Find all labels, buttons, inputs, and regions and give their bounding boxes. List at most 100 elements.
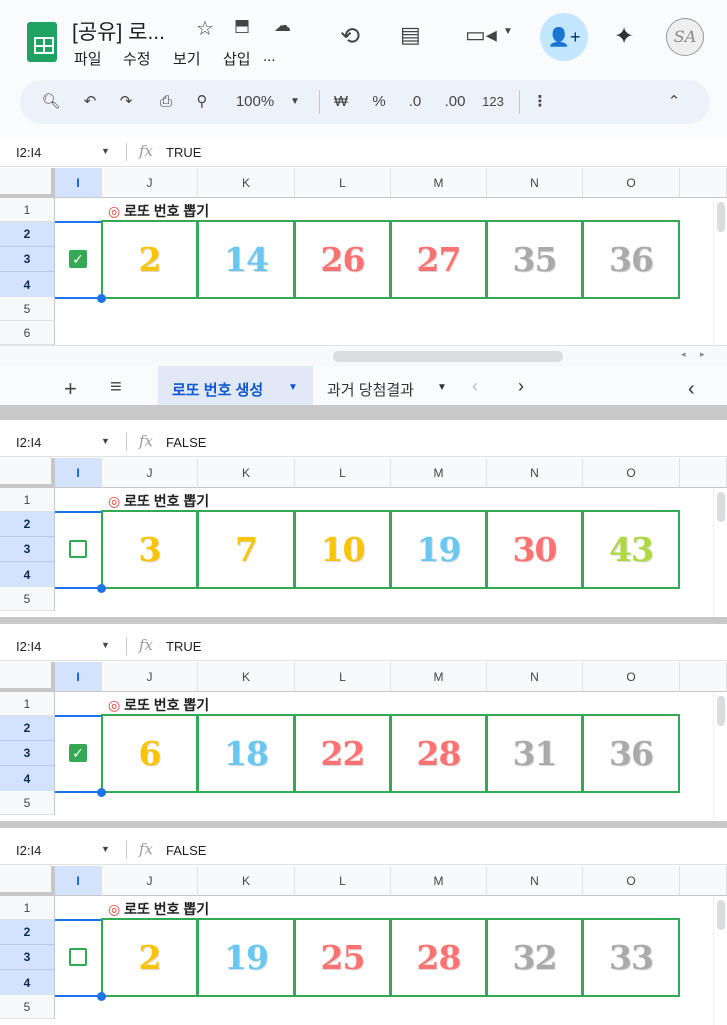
chevron-down-icon[interactable]: ▼ [437, 382, 447, 393]
column-header-M[interactable]: M [391, 458, 487, 488]
checkbox-unchecked[interactable] [69, 540, 87, 558]
select-all-corner[interactable] [0, 168, 55, 198]
column-header-I[interactable]: I [55, 168, 102, 198]
avatar[interactable]: SA [666, 18, 704, 56]
undo-icon[interactable]: ↶ [83, 93, 97, 110]
decrease-decimal-button[interactable]: .0 [408, 93, 422, 110]
column-header-K[interactable]: K [198, 168, 295, 198]
formula-input[interactable]: FALSE [166, 435, 207, 450]
row-header-4[interactable]: 4 [0, 970, 55, 996]
column-header-K[interactable]: K [198, 458, 295, 488]
format-button[interactable]: 123 [482, 94, 504, 109]
column-header-N[interactable]: N [487, 458, 583, 488]
column-header-L[interactable]: L [295, 458, 391, 488]
formula-input[interactable]: FALSE [166, 843, 207, 858]
prev-tab-icon[interactable]: ‹ [472, 376, 478, 396]
column-header-M[interactable]: M [391, 662, 487, 692]
formula-input[interactable]: TRUE [166, 145, 202, 160]
gemini-icon[interactable]: ✦ [614, 23, 635, 50]
vertical-scrollbar[interactable] [713, 896, 727, 1025]
column-header-N[interactable]: N [487, 866, 583, 896]
menu-view[interactable]: 보기 [173, 51, 201, 68]
column-header-J[interactable]: J [102, 662, 198, 692]
chevron-down-icon[interactable]: ▼ [101, 436, 110, 446]
currency-button[interactable]: ₩ [333, 93, 349, 110]
select-all-corner[interactable] [0, 458, 55, 488]
column-header-L[interactable]: L [295, 662, 391, 692]
checkbox-checked[interactable]: ✓ [69, 744, 87, 762]
column-header-M[interactable]: M [391, 866, 487, 896]
row-header-5[interactable]: 5 [0, 587, 55, 611]
share-icon[interactable]: 👤+ [540, 13, 588, 61]
column-header[interactable] [680, 866, 727, 896]
chevron-down-icon[interactable]: ▼ [101, 640, 110, 650]
vertical-scrollbar[interactable] [713, 488, 727, 617]
tab-past-results[interactable]: 과거 당첨결과 ▼ [313, 366, 453, 409]
menu-insert[interactable]: 삽입 [223, 51, 251, 68]
row-header-1[interactable]: 1 [0, 692, 55, 716]
column-header-J[interactable]: J [102, 458, 198, 488]
cloud-saved-icon[interactable]: ☁ [274, 16, 291, 35]
row-header-5[interactable]: 5 [0, 995, 55, 1019]
row-header-6[interactable]: 6 [0, 321, 55, 345]
collapse-icon[interactable]: ⌃ [667, 93, 681, 110]
add-sheet-icon[interactable]: + [64, 376, 77, 401]
name-box[interactable]: I2:I4 [16, 639, 42, 654]
chevron-down-icon[interactable]: ▼ [101, 146, 110, 156]
row-header-1[interactable]: 1 [0, 198, 55, 222]
vertical-scrollbar[interactable] [713, 198, 727, 348]
row-header-5[interactable]: 5 [0, 791, 55, 815]
row-header-3[interactable]: 3 [0, 741, 55, 766]
row-header-5[interactable]: 5 [0, 297, 55, 321]
column-header-L[interactable]: L [295, 168, 391, 198]
select-all-corner[interactable] [0, 662, 55, 692]
next-tab-icon[interactable]: › [518, 376, 524, 396]
row-header-2[interactable]: 2 [0, 512, 55, 537]
row-header-4[interactable]: 4 [0, 272, 55, 298]
row-header-3[interactable]: 3 [0, 945, 55, 970]
fill-handle[interactable] [97, 294, 106, 303]
checkbox-unchecked[interactable] [69, 948, 87, 966]
column-header-O[interactable]: O [583, 168, 680, 198]
column-header-M[interactable]: M [391, 168, 487, 198]
column-header-O[interactable]: O [583, 866, 680, 896]
column-header-J[interactable]: J [102, 866, 198, 896]
fill-handle[interactable] [97, 992, 106, 1001]
column-header-N[interactable]: N [487, 168, 583, 198]
increase-decimal-button[interactable]: .00 [444, 93, 466, 110]
all-sheets-icon[interactable]: ≡ [110, 376, 122, 398]
tab-lotto-generate[interactable]: 로또 번호 생성 ▼ [158, 366, 313, 409]
row-header-3[interactable]: 3 [0, 537, 55, 562]
more-icon[interactable]: ⋮ [532, 93, 548, 110]
checkbox-checked[interactable]: ✓ [69, 250, 87, 268]
scroll-thumb[interactable] [333, 351, 563, 362]
column-header-N[interactable]: N [487, 662, 583, 692]
formula-input[interactable]: TRUE [166, 639, 202, 654]
percent-button[interactable]: % [372, 93, 386, 110]
chevron-down-icon[interactable]: ▼ [288, 382, 298, 393]
row-header-4[interactable]: 4 [0, 766, 55, 792]
column-header[interactable] [680, 662, 727, 692]
search-icon[interactable]: 🔍︎ [41, 93, 61, 110]
print-icon[interactable]: ⎙ [159, 93, 172, 110]
row-header-2[interactable]: 2 [0, 222, 55, 247]
column-header-K[interactable]: K [198, 662, 295, 692]
redo-icon[interactable]: ↷ [119, 93, 133, 110]
name-box[interactable]: I2:I4 [16, 843, 42, 858]
column-header[interactable] [680, 458, 727, 488]
horizontal-scrollbar[interactable]: ◂ ▸ [0, 345, 727, 366]
column-header-I[interactable]: I [55, 458, 102, 488]
menu-more[interactable]: ... [263, 48, 276, 65]
column-header-I[interactable]: I [55, 866, 102, 896]
comments-icon[interactable]: ▤ [400, 22, 421, 47]
row-header-2[interactable]: 2 [0, 716, 55, 741]
row-header-4[interactable]: 4 [0, 562, 55, 588]
history-icon[interactable]: ⟲ [340, 23, 361, 50]
sheets-logo-icon[interactable] [27, 22, 57, 62]
scroll-left-icon[interactable]: ◂ [681, 349, 686, 359]
fill-handle[interactable] [97, 788, 106, 797]
chevron-down-icon[interactable]: ▼ [101, 844, 110, 854]
row-header-2[interactable]: 2 [0, 920, 55, 945]
chevron-down-icon[interactable]: ▼ [290, 96, 300, 107]
chevron-down-icon[interactable]: ▼ [503, 26, 513, 37]
